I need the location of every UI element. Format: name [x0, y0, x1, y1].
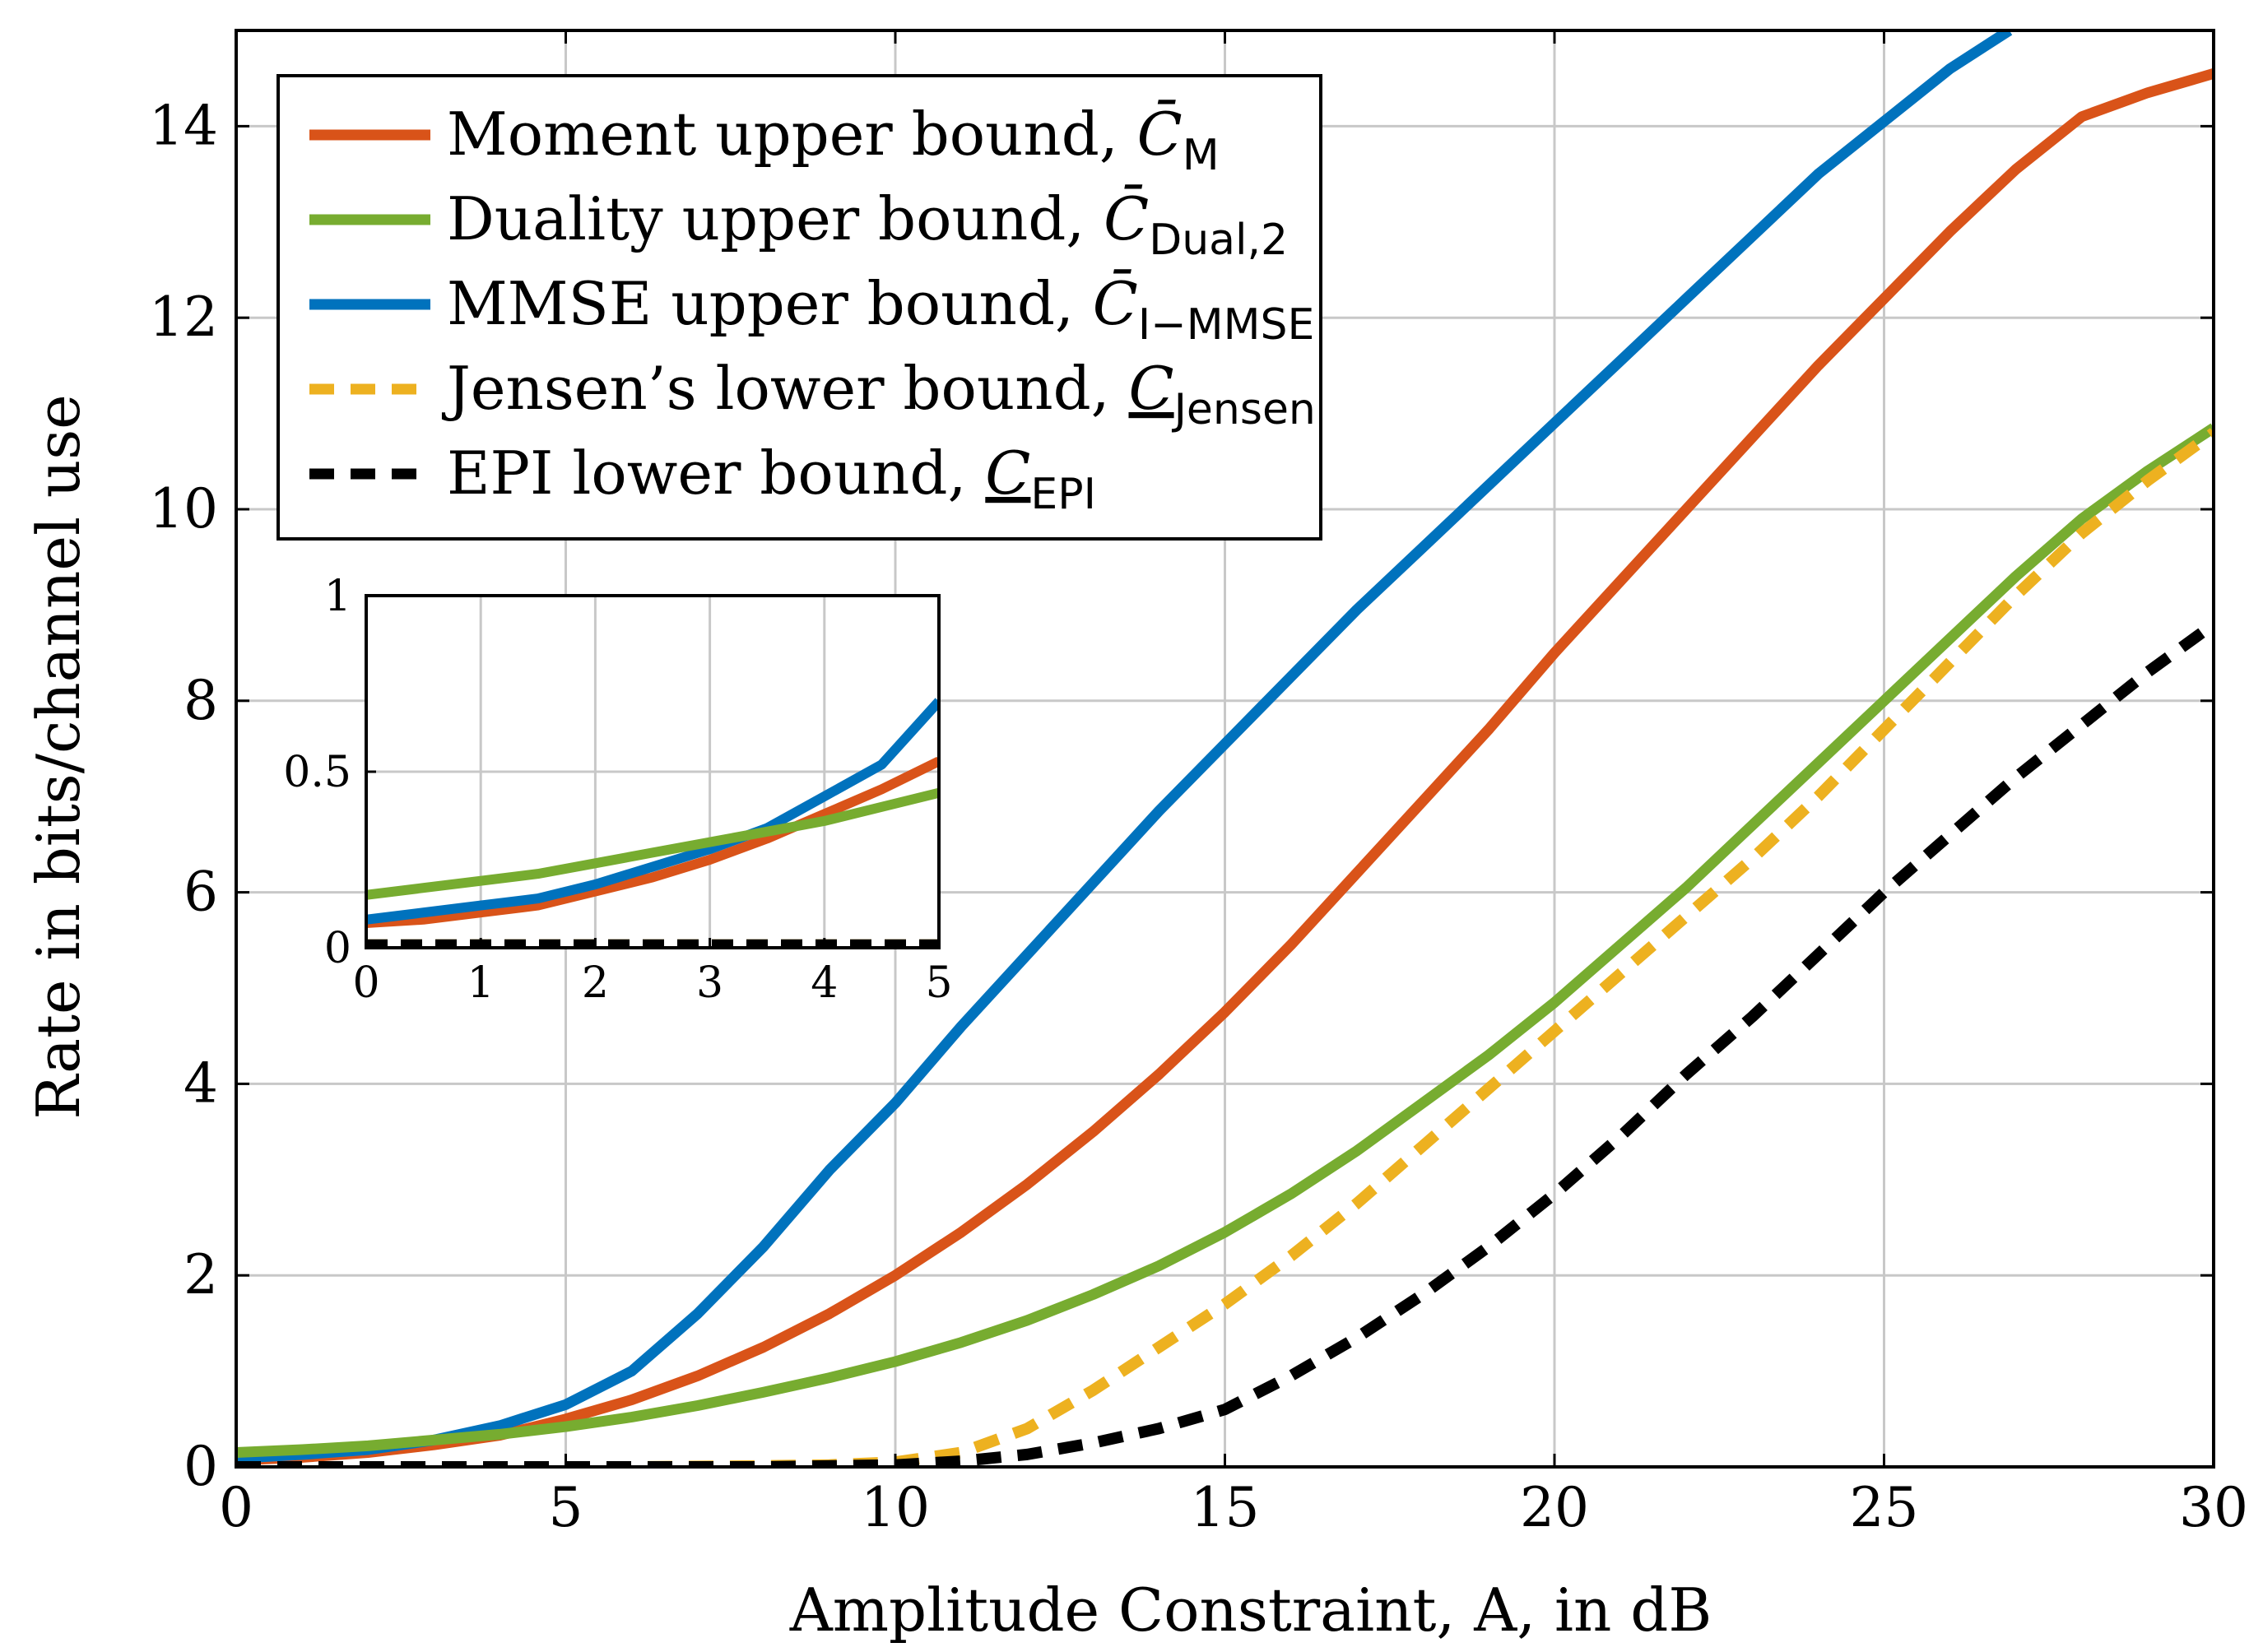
legend-label-symbol: C̄ [1137, 99, 1183, 169]
x-tick-label: 15 [1191, 1476, 1260, 1539]
legend-label-name: Moment upper bound, [447, 100, 1137, 169]
legend-entry-moment: Moment upper bound, C̄M [309, 99, 1220, 180]
series-line-moment [236, 68, 2214, 1466]
inset-series-line-moment [366, 756, 939, 928]
inset-series [366, 698, 939, 948]
legend-label-symbol: C̄ [1104, 183, 1149, 253]
series-line-mmse [236, 30, 2013, 1464]
y-tick-label: 4 [184, 1051, 218, 1115]
legend-label-subscript: EPI [1030, 470, 1096, 519]
legend-label-symbol: C [985, 439, 1030, 508]
inset-x-tick-label: 5 [925, 958, 952, 1008]
inset-x-tick-label: 1 [467, 958, 495, 1008]
legend-label-name: Duality upper bound, [447, 184, 1104, 253]
legend-label: Duality upper bound, C̄Dual,2 [447, 183, 1288, 265]
legend-label-subscript: I−MMSE [1138, 300, 1315, 350]
y-tick-label: 0 [184, 1435, 218, 1498]
legend-label-symbol: C̄ [1093, 268, 1138, 338]
legend-label: Jensen’s lower bound, CJensen [441, 354, 1316, 434]
series-line-duality [236, 423, 2214, 1458]
y-axis-title: Rate in bits/channel use [24, 394, 93, 1120]
x-axis-title: Amplitude Constraint, A, in dB [789, 1575, 1712, 1645]
inset-y-tick-label: 0 [324, 924, 351, 973]
legend-entry-duality: Duality upper bound, C̄Dual,2 [309, 183, 1288, 265]
inset-x-tick-label: 0 [352, 958, 379, 1008]
legend-entry-jensen: Jensen’s lower bound, CJensen [309, 354, 1316, 434]
legend-label-name: MMSE upper bound, [447, 269, 1093, 338]
y-tick-label: 2 [184, 1243, 218, 1306]
y-tick-label: 12 [149, 285, 218, 349]
legend-label-subscript: Jensen [1172, 385, 1316, 434]
legend-label: Moment upper bound, C̄M [447, 99, 1220, 180]
legend-entry-epi: EPI lower bound, CEPI [309, 439, 1096, 519]
legend-label-name: Jensen’s lower bound, [441, 354, 1128, 423]
legend-label-subscript: Dual,2 [1149, 216, 1288, 265]
x-tick-label: 20 [1520, 1476, 1589, 1539]
inset-ticks: 0 1 2 3 4 5 0 0.5 1 [283, 572, 952, 1008]
legend-label-symbol: C [1128, 354, 1173, 423]
inset-series-line-mmse [366, 698, 939, 925]
x-tick-label: 25 [1850, 1476, 1919, 1539]
y-tick-label: 14 [149, 94, 218, 157]
legend-entry-mmse: MMSE upper bound, C̄I−MMSE [309, 268, 1314, 350]
y-tick-label: 8 [184, 669, 218, 732]
legend-label: EPI lower bound, CEPI [447, 439, 1096, 519]
x-tick-label: 0 [219, 1476, 253, 1539]
y-tick-label: 10 [149, 477, 218, 541]
legend-label: MMSE upper bound, C̄I−MMSE [447, 268, 1314, 350]
inset-x-tick-label: 2 [582, 958, 609, 1008]
inset-chart: 0 1 2 3 4 5 0 0.5 1 [283, 572, 952, 1008]
inset-y-tick-label: 0.5 [283, 748, 351, 797]
legend-box [276, 74, 1322, 541]
x-tick-label: 10 [861, 1476, 930, 1539]
inset-x-tick-label: 3 [696, 958, 723, 1008]
y-tick-label: 6 [184, 861, 218, 924]
x-tick-label: 30 [2179, 1476, 2248, 1539]
inset-x-tick-label: 4 [811, 958, 838, 1008]
legend-label-subscript: M [1183, 131, 1220, 180]
x-tick-label: 5 [549, 1476, 583, 1539]
legend-label-name: EPI lower bound, [447, 439, 985, 508]
inset-y-tick-label: 1 [324, 572, 351, 621]
inset-series-line-duality [366, 787, 939, 900]
